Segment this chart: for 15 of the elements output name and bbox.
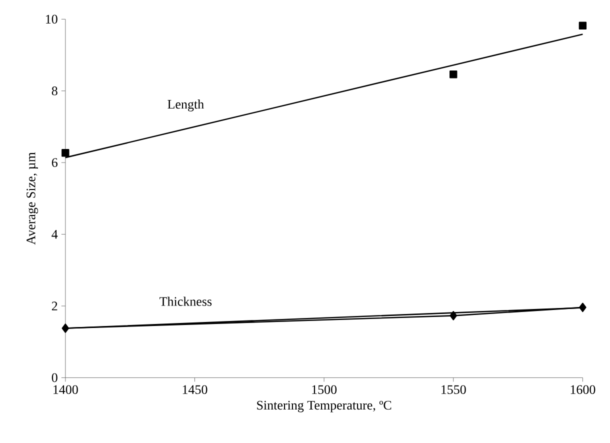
- x-tick-label: 1400: [54, 385, 78, 394]
- y-axis-title: Average Size, µm: [26, 152, 38, 245]
- series-label: Thickness: [160, 296, 212, 306]
- x-tick-label: 1500: [312, 385, 337, 394]
- y-tick-label: 6: [52, 158, 58, 167]
- y-tick-label: 10: [46, 14, 58, 24]
- y-tick-label: 0: [52, 373, 58, 382]
- x-tick-label: 1450: [182, 385, 208, 394]
- x-axis-title: Sintering Temperature, ºC: [257, 400, 392, 412]
- y-tick-label: 8: [52, 86, 58, 96]
- x-tick-label: 1600: [570, 385, 596, 394]
- x-tick-label: 1550: [442, 385, 466, 394]
- series-label: Length: [168, 100, 204, 112]
- y-tick-label: 4: [52, 230, 58, 239]
- y-tick-label: 2: [52, 302, 58, 310]
